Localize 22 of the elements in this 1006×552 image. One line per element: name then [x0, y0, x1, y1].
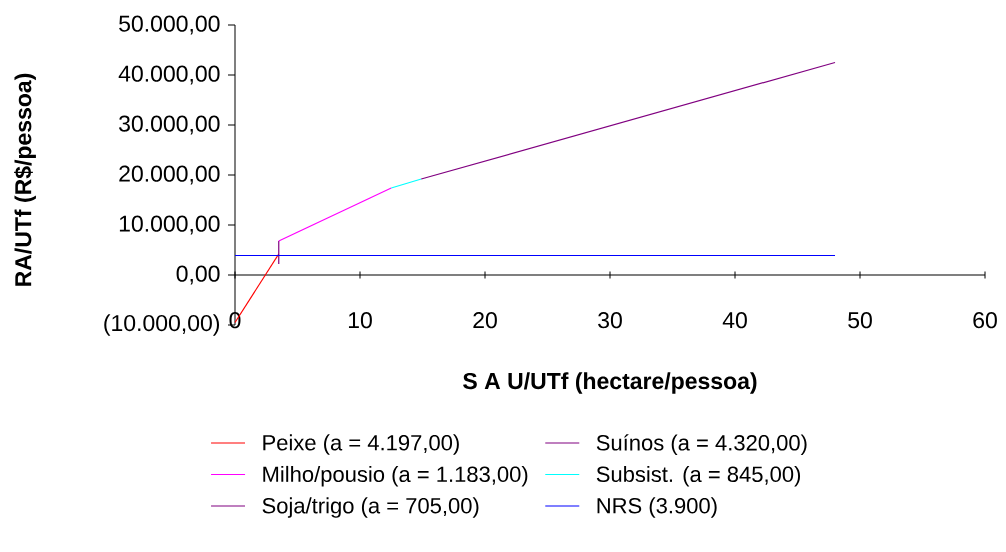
x-tick-label: 60: [973, 312, 997, 329]
y-tick-label: 10.000,00: [119, 215, 220, 235]
y-tick-label: (10.000,00): [104, 314, 220, 336]
legend-label: Subsist. (a = 845,00): [596, 465, 801, 487]
y-tick-label: 30.000,00: [119, 115, 220, 135]
x-tick-label: 30: [598, 312, 622, 329]
x-tick-label: 20: [473, 312, 497, 329]
legend-label: Suínos (a = 4.320,00): [596, 434, 807, 455]
x-tick-label: 10: [348, 312, 372, 329]
x-axis-title: S A U/UTf (hectare/pessoa): [463, 372, 757, 394]
y-tick-label: 20.000,00: [119, 165, 220, 185]
y-tick-label: 0,00: [176, 265, 220, 285]
y-axis-title: RA/UTf (R$/pessoa): [14, 73, 36, 286]
y-tick-label: 50.000,00: [119, 15, 220, 35]
x-tick-label: 0: [229, 312, 241, 329]
legend-label: NRS (3.900): [597, 497, 717, 518]
x-tick-label: 50: [848, 312, 872, 329]
legend-label: Peixe (a = 4.197,00): [263, 434, 459, 455]
x-tick-label: 40: [722, 312, 747, 329]
legend-label: Soja/trigo (a = 705,00): [262, 497, 479, 518]
y-tick-label: 40.000,00: [118, 65, 220, 85]
legend-label: Milho/pousio (a = 1.183,00): [263, 465, 528, 487]
